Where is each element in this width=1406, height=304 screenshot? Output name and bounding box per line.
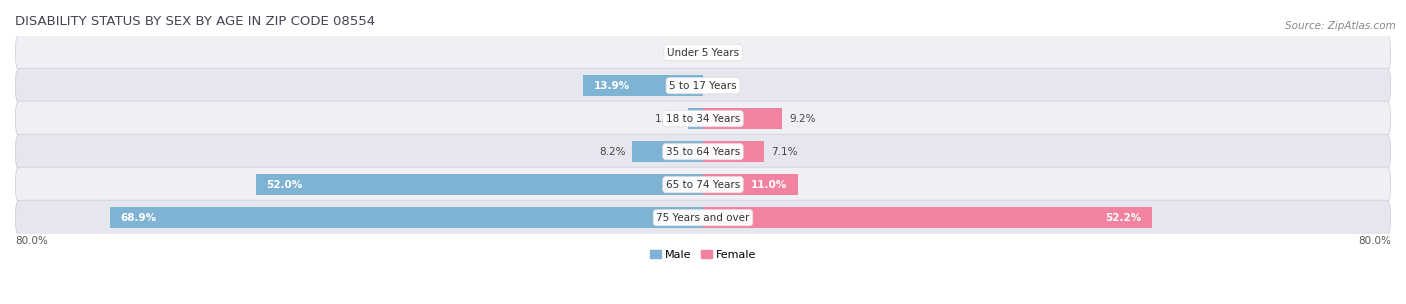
Text: 11.0%: 11.0% [751,180,787,190]
Text: 0.0%: 0.0% [669,48,696,58]
Text: 35 to 64 Years: 35 to 64 Years [666,147,740,157]
FancyBboxPatch shape [15,167,1391,202]
Text: 5 to 17 Years: 5 to 17 Years [669,81,737,91]
Text: 75 Years and over: 75 Years and over [657,213,749,223]
FancyBboxPatch shape [15,134,1391,169]
Text: 7.1%: 7.1% [770,147,797,157]
FancyBboxPatch shape [15,35,1391,70]
Bar [583,75,703,96]
FancyBboxPatch shape [15,68,1391,103]
Bar [689,109,703,129]
Text: Source: ZipAtlas.com: Source: ZipAtlas.com [1285,21,1396,31]
Text: 65 to 74 Years: 65 to 74 Years [666,180,740,190]
Bar [703,109,782,129]
Bar [703,141,763,162]
Text: 0.0%: 0.0% [710,48,737,58]
Text: 80.0%: 80.0% [1358,236,1391,246]
Text: 52.0%: 52.0% [266,180,302,190]
Bar [256,174,703,195]
Text: 52.2%: 52.2% [1105,213,1142,223]
Bar [633,141,703,162]
Bar [703,174,797,195]
Legend: Male, Female: Male, Female [645,245,761,264]
Text: 18 to 34 Years: 18 to 34 Years [666,114,740,124]
Text: Under 5 Years: Under 5 Years [666,48,740,58]
Bar [703,207,1152,228]
Text: 8.2%: 8.2% [599,147,626,157]
Text: 1.7%: 1.7% [655,114,682,124]
Text: 0.0%: 0.0% [710,81,737,91]
FancyBboxPatch shape [15,101,1391,136]
Bar [111,207,703,228]
Text: 80.0%: 80.0% [15,236,48,246]
Text: 13.9%: 13.9% [593,81,630,91]
FancyBboxPatch shape [15,200,1391,235]
Text: DISABILITY STATUS BY SEX BY AGE IN ZIP CODE 08554: DISABILITY STATUS BY SEX BY AGE IN ZIP C… [15,15,375,28]
Text: 68.9%: 68.9% [121,213,157,223]
Text: 9.2%: 9.2% [789,114,815,124]
